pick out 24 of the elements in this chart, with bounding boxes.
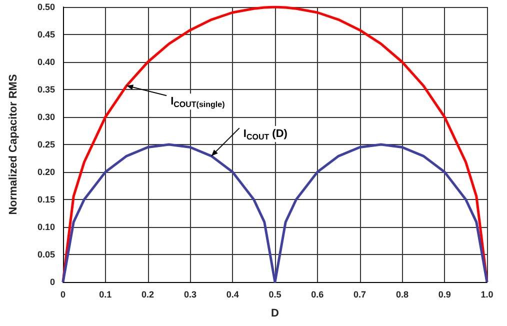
x-tick-label: 0.3 bbox=[184, 290, 196, 300]
x-tick-label: 0 bbox=[60, 290, 66, 300]
x-tick-label: 0.4 bbox=[226, 290, 239, 300]
y-tick-label: 0.35 bbox=[37, 84, 55, 94]
y-tick-label: 0.30 bbox=[37, 112, 55, 122]
y-tick-label: 0.50 bbox=[37, 2, 55, 12]
x-axis-title: D bbox=[271, 308, 280, 320]
y-tick-label: 0.40 bbox=[37, 57, 55, 67]
y-tick-label: 0.10 bbox=[37, 222, 55, 232]
x-tick-label: 0.5 bbox=[268, 290, 282, 300]
x-tick-label: 0.7 bbox=[354, 290, 366, 300]
y-tick-label: 0.45 bbox=[37, 30, 55, 40]
y-tick-label: 0.15 bbox=[37, 194, 55, 204]
x-tick-label: 0.9 bbox=[438, 290, 451, 300]
x-tick-label: 1.0 bbox=[480, 290, 494, 300]
y-axis-title: Normalized Capacitor RMS bbox=[8, 74, 20, 215]
x-tick-label: 0.1 bbox=[99, 290, 112, 300]
y-tick-label: 0 bbox=[50, 277, 55, 287]
y-tick-label: 0.05 bbox=[37, 250, 55, 260]
y-tick-label: 0.25 bbox=[37, 140, 55, 150]
x-tick-label: 0.2 bbox=[142, 290, 154, 300]
x-tick-label: 0.6 bbox=[311, 290, 324, 300]
x-tick-label: 0.8 bbox=[396, 290, 408, 300]
y-tick-label: 0.20 bbox=[37, 167, 55, 177]
